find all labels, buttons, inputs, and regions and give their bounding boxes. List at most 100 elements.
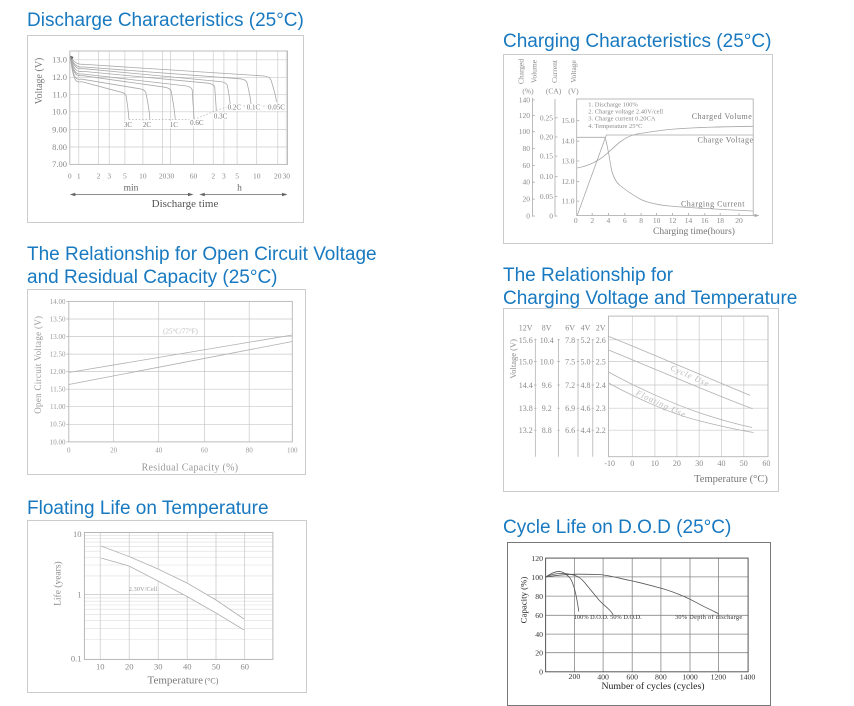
svg-text:100: 100 (519, 127, 531, 136)
svg-text:2C: 2C (143, 121, 152, 129)
svg-text:0.6C: 0.6C (190, 119, 204, 127)
svg-text:7.5: 7.5 (565, 357, 575, 366)
svg-text:Floating Use: Floating Use (634, 387, 688, 419)
svg-text:30% Depth of discharge: 30% Depth of discharge (675, 614, 743, 621)
svg-text:100: 100 (287, 447, 298, 455)
svg-text:3C: 3C (124, 121, 133, 129)
svg-text:Charged Volume: Charged Volume (692, 112, 753, 121)
svg-text:5.2: 5.2 (581, 336, 591, 345)
svg-text:0.20: 0.20 (540, 133, 553, 142)
svg-text:400: 400 (597, 672, 609, 681)
svg-text:8.8: 8.8 (542, 426, 552, 435)
svg-text:Number of cycles (cycles): Number of cycles (cycles) (601, 681, 704, 692)
svg-text:Voltage: Voltage (569, 59, 578, 82)
svg-text:0: 0 (539, 668, 543, 677)
svg-text:50% D.O.D.: 50% D.O.D. (610, 614, 642, 621)
svg-text:20: 20 (535, 649, 543, 658)
svg-text:6: 6 (623, 216, 627, 225)
svg-text:3: 3 (222, 172, 226, 181)
svg-text:13.2: 13.2 (519, 426, 533, 435)
svg-text:8.00: 8.00 (52, 142, 67, 152)
svg-text:1400: 1400 (740, 672, 756, 681)
svg-text:12V: 12V (519, 324, 533, 333)
svg-text:Temperature (°C): Temperature (°C) (148, 675, 219, 687)
svg-text:2: 2 (211, 172, 215, 181)
svg-text:Current: Current (550, 59, 559, 83)
svg-text:2: 2 (590, 216, 594, 225)
svg-text:13.8: 13.8 (519, 404, 533, 413)
svg-text:2: 2 (97, 172, 101, 181)
svg-text:(CA): (CA) (546, 87, 562, 96)
svg-text:80: 80 (535, 592, 543, 601)
svg-text:4V: 4V (581, 324, 591, 333)
svg-text:0: 0 (68, 171, 72, 180)
svg-text:6V: 6V (565, 324, 575, 333)
svg-text:120: 120 (519, 111, 531, 120)
svg-text:14.00: 14.00 (50, 298, 66, 306)
svg-text:11.0: 11.0 (562, 197, 575, 206)
svg-text:5: 5 (123, 172, 127, 181)
svg-text:2.6: 2.6 (596, 336, 606, 345)
svg-text:5: 5 (235, 172, 239, 181)
svg-text:1200: 1200 (711, 672, 727, 681)
svg-text:12.0: 12.0 (52, 72, 67, 82)
svg-text:11.50: 11.50 (50, 386, 66, 394)
svg-text:min: min (124, 184, 139, 194)
svg-text:0.15: 0.15 (540, 152, 553, 161)
svg-text:40: 40 (718, 459, 726, 468)
svg-text:Charging Current: Charging Current (681, 199, 745, 208)
svg-text:1000: 1000 (682, 672, 698, 681)
svg-text:Voltage (V): Voltage (V) (34, 58, 45, 105)
svg-text:20: 20 (110, 447, 118, 455)
svg-text:12: 12 (669, 216, 677, 225)
svg-text:40: 40 (183, 662, 192, 672)
svg-text:60: 60 (240, 662, 249, 672)
svg-text:80: 80 (246, 447, 254, 455)
svg-text:30: 30 (695, 459, 703, 468)
svg-text:30: 30 (282, 172, 290, 181)
svg-text:3. Charge current 0.20CA: 3. Charge current 0.20CA (588, 116, 656, 123)
svg-text:800: 800 (655, 672, 667, 681)
svg-text:0: 0 (630, 459, 634, 468)
svg-text:2.5: 2.5 (596, 357, 606, 366)
svg-text:60: 60 (190, 172, 198, 181)
svg-text:100: 100 (531, 573, 543, 582)
svg-text:14: 14 (685, 216, 693, 225)
svg-text:7.00: 7.00 (52, 159, 67, 169)
svg-text:0.05: 0.05 (540, 192, 553, 201)
svg-text:2.3: 2.3 (596, 404, 606, 413)
svg-text:4.6: 4.6 (581, 404, 591, 413)
svg-text:7.8: 7.8 (565, 336, 575, 345)
svg-text:10.0: 10.0 (52, 107, 67, 117)
svg-text:50: 50 (740, 459, 748, 468)
svg-text:10.0: 10.0 (540, 357, 554, 366)
svg-text:0.1C: 0.1C (247, 104, 261, 112)
svg-text:10.4: 10.4 (540, 336, 554, 345)
svg-text:120: 120 (531, 554, 543, 563)
svg-text:h: h (237, 184, 242, 194)
svg-text:6.9: 6.9 (565, 404, 575, 413)
svg-text:15.0: 15.0 (561, 116, 574, 125)
svg-text:50: 50 (212, 662, 221, 672)
svg-text:Life (years): Life (years) (52, 561, 63, 606)
svg-text:6.6: 6.6 (565, 426, 575, 435)
svg-text:Discharge time: Discharge time (152, 198, 219, 210)
svg-text:200: 200 (569, 672, 581, 681)
svg-text:8V: 8V (542, 324, 552, 333)
svg-text:2.2: 2.2 (596, 426, 606, 435)
svg-text:15.0: 15.0 (519, 357, 533, 366)
svg-text:40: 40 (535, 630, 543, 639)
svg-text:18: 18 (716, 216, 724, 225)
svg-text:4. Temperature 25°C: 4. Temperature 25°C (588, 123, 642, 130)
svg-text:0.10: 0.10 (540, 172, 553, 181)
svg-text:140: 140 (519, 95, 531, 104)
svg-text:0: 0 (526, 212, 530, 221)
svg-text:2.30V/Cell: 2.30V/Cell (129, 586, 158, 593)
svg-text:40: 40 (155, 447, 163, 455)
svg-text:20: 20 (159, 172, 167, 181)
svg-text:80: 80 (523, 144, 531, 153)
svg-text:15.6: 15.6 (519, 336, 533, 345)
svg-text:16: 16 (701, 216, 709, 225)
svg-text:0: 0 (574, 216, 578, 225)
svg-text:4: 4 (607, 216, 611, 225)
